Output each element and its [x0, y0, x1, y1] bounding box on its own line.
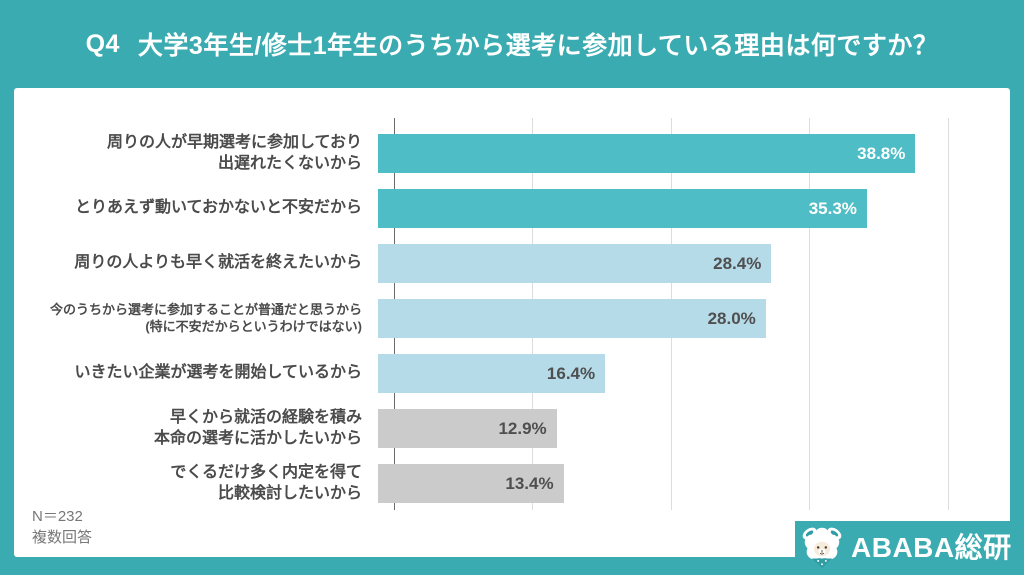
chart-row: でくるだけ多く内定を得て 比較検討したいから 13.4%: [14, 456, 966, 511]
chart-row: 今のうちから選考に参加することが普通だと思うから (特に不安だからというわけではな…: [14, 291, 966, 346]
bar-value-label: 28.4%: [713, 253, 762, 273]
brand-name: ABABA総研: [851, 532, 1012, 563]
bar-track: 35.3%: [378, 189, 950, 228]
bar-value-label: 12.9%: [498, 418, 547, 438]
chart-row: とりあえず動いておかないと不安だから 35.3%: [14, 181, 966, 236]
bar: 38.8%: [378, 134, 916, 173]
bar-track: 28.4%: [378, 244, 950, 283]
category-label: でくるだけ多く内定を得て 比較検討したいから: [170, 464, 362, 502]
footnote: N＝232 複数回答: [32, 506, 92, 548]
category-label: とりあえず動いておかないと不安だから: [74, 199, 362, 217]
chart-row: いきたい企業が選考を開始しているから 16.4%: [14, 346, 966, 401]
bar-track: 38.8%: [378, 134, 950, 173]
bar-track: 12.9%: [378, 409, 950, 448]
bar: 12.9%: [378, 409, 557, 448]
bar-value-label: 13.4%: [505, 473, 554, 493]
question-number: Q4: [85, 29, 120, 58]
bar: 35.3%: [378, 189, 867, 228]
page-title: Q4 大学3年生/修士1年生のうちから選考に参加している理由は何ですか？: [0, 0, 1024, 88]
bar-track: 16.4%: [378, 354, 950, 393]
bar-value-label: 16.4%: [546, 363, 596, 383]
category-label: 周りの人が早期選考に参加しており 出遅れたくないから: [106, 134, 362, 172]
bar: 13.4%: [378, 464, 564, 503]
sample-size: N＝232: [32, 508, 83, 525]
x-gridline: [809, 118, 811, 510]
bar-value-label: 28.0%: [707, 308, 756, 328]
bar-track: 28.0%: [378, 299, 950, 338]
bar-value-label: 35.3%: [808, 198, 857, 218]
bar: 28.4%: [378, 244, 772, 283]
category-label: いきたい企業が選考を開始しているから: [74, 364, 362, 382]
brand-logo: ABABA総研: [795, 521, 1024, 571]
category-label: 今のうちから選考に参加することが普通だと思うから (特に不安だからというわけではな…: [49, 301, 362, 334]
bar-value-label: 38.8%: [857, 143, 906, 163]
chart-row: 早くから就活の経験を積み 本命の選考に活かしたいから 12.9%: [14, 401, 966, 456]
chart-row: 周りの人が早期選考に参加しており 出遅れたくないから 38.8%: [14, 126, 966, 181]
bar: 16.4%: [378, 354, 606, 393]
category-label: 周りの人よりも早く就活を終えたいから: [74, 254, 362, 272]
bar: 28.0%: [378, 299, 766, 338]
x-gridline: [947, 118, 949, 510]
category-label: 早くから就活の経験を積み 本命の選考に活かしたいから: [153, 409, 362, 447]
alpaca-icon: [802, 527, 842, 569]
chart-row: 周りの人よりも早く就活を終えたいから 28.4%: [14, 236, 966, 291]
question-text: 大学3年生/修士1年生のうちから選考に参加している理由は何ですか？: [137, 32, 939, 60]
chart-rows: 周りの人が早期選考に参加しており 出遅れたくないから 38.8% とりあえず動いておか…: [14, 126, 966, 511]
multiple-answer-note: 複数回答: [32, 529, 93, 546]
chart-card: 周りの人が早期選考に参加しており 出遅れたくないから 38.8% とりあえず動いておか…: [14, 88, 1010, 557]
bar-track: 13.4%: [378, 464, 950, 503]
